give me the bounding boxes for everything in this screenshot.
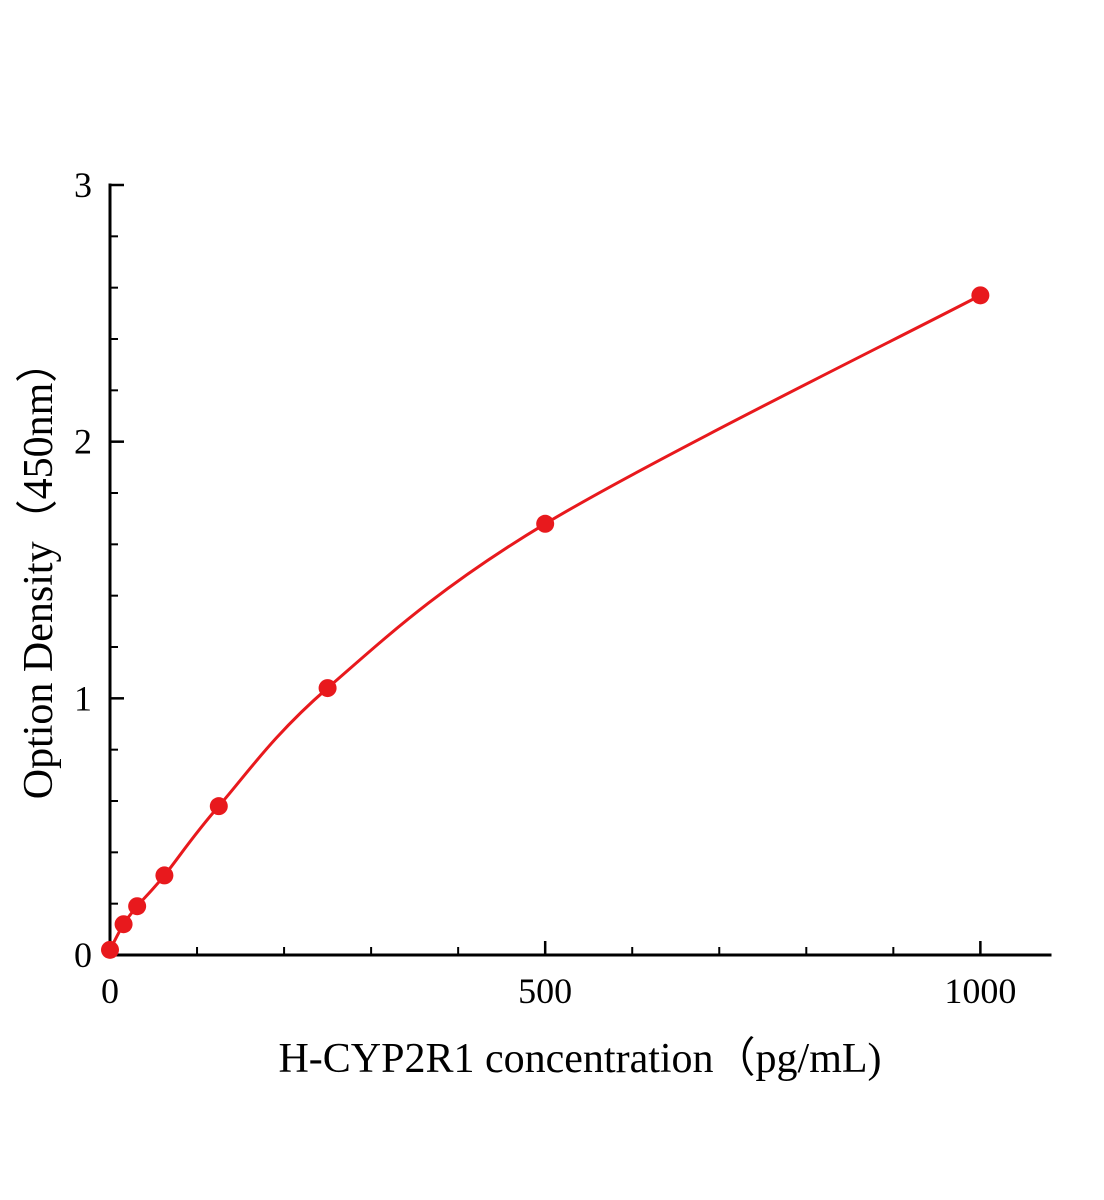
y-tick-label: 1 bbox=[74, 678, 92, 718]
data-point-marker bbox=[209, 797, 228, 816]
x-tick-label: 500 bbox=[518, 971, 572, 1011]
y-tick-label: 0 bbox=[74, 935, 92, 975]
data-point-marker bbox=[318, 679, 337, 698]
data-point-marker bbox=[971, 286, 990, 305]
y-tick-label: 2 bbox=[74, 422, 92, 462]
x-tick-label: 1000 bbox=[944, 971, 1016, 1011]
axis-lines bbox=[108, 183, 1052, 957]
y-axis-label: Option Density（450nm） bbox=[16, 341, 62, 800]
y-tick-label: 3 bbox=[74, 165, 92, 205]
x-tick-label: 0 bbox=[101, 971, 119, 1011]
standard-curve-line bbox=[108, 293, 982, 952]
data-point-marker bbox=[536, 514, 555, 533]
data-point-marker bbox=[101, 940, 119, 959]
data-point-marker bbox=[155, 866, 174, 885]
data-point-marker bbox=[114, 915, 133, 934]
x-axis-label: H-CYP2R1 concentration（pg/mL) bbox=[278, 1036, 881, 1082]
plot-area: 0 500 1000 0 1 2 3 bbox=[74, 165, 1052, 1011]
data-point-marker bbox=[128, 897, 147, 916]
